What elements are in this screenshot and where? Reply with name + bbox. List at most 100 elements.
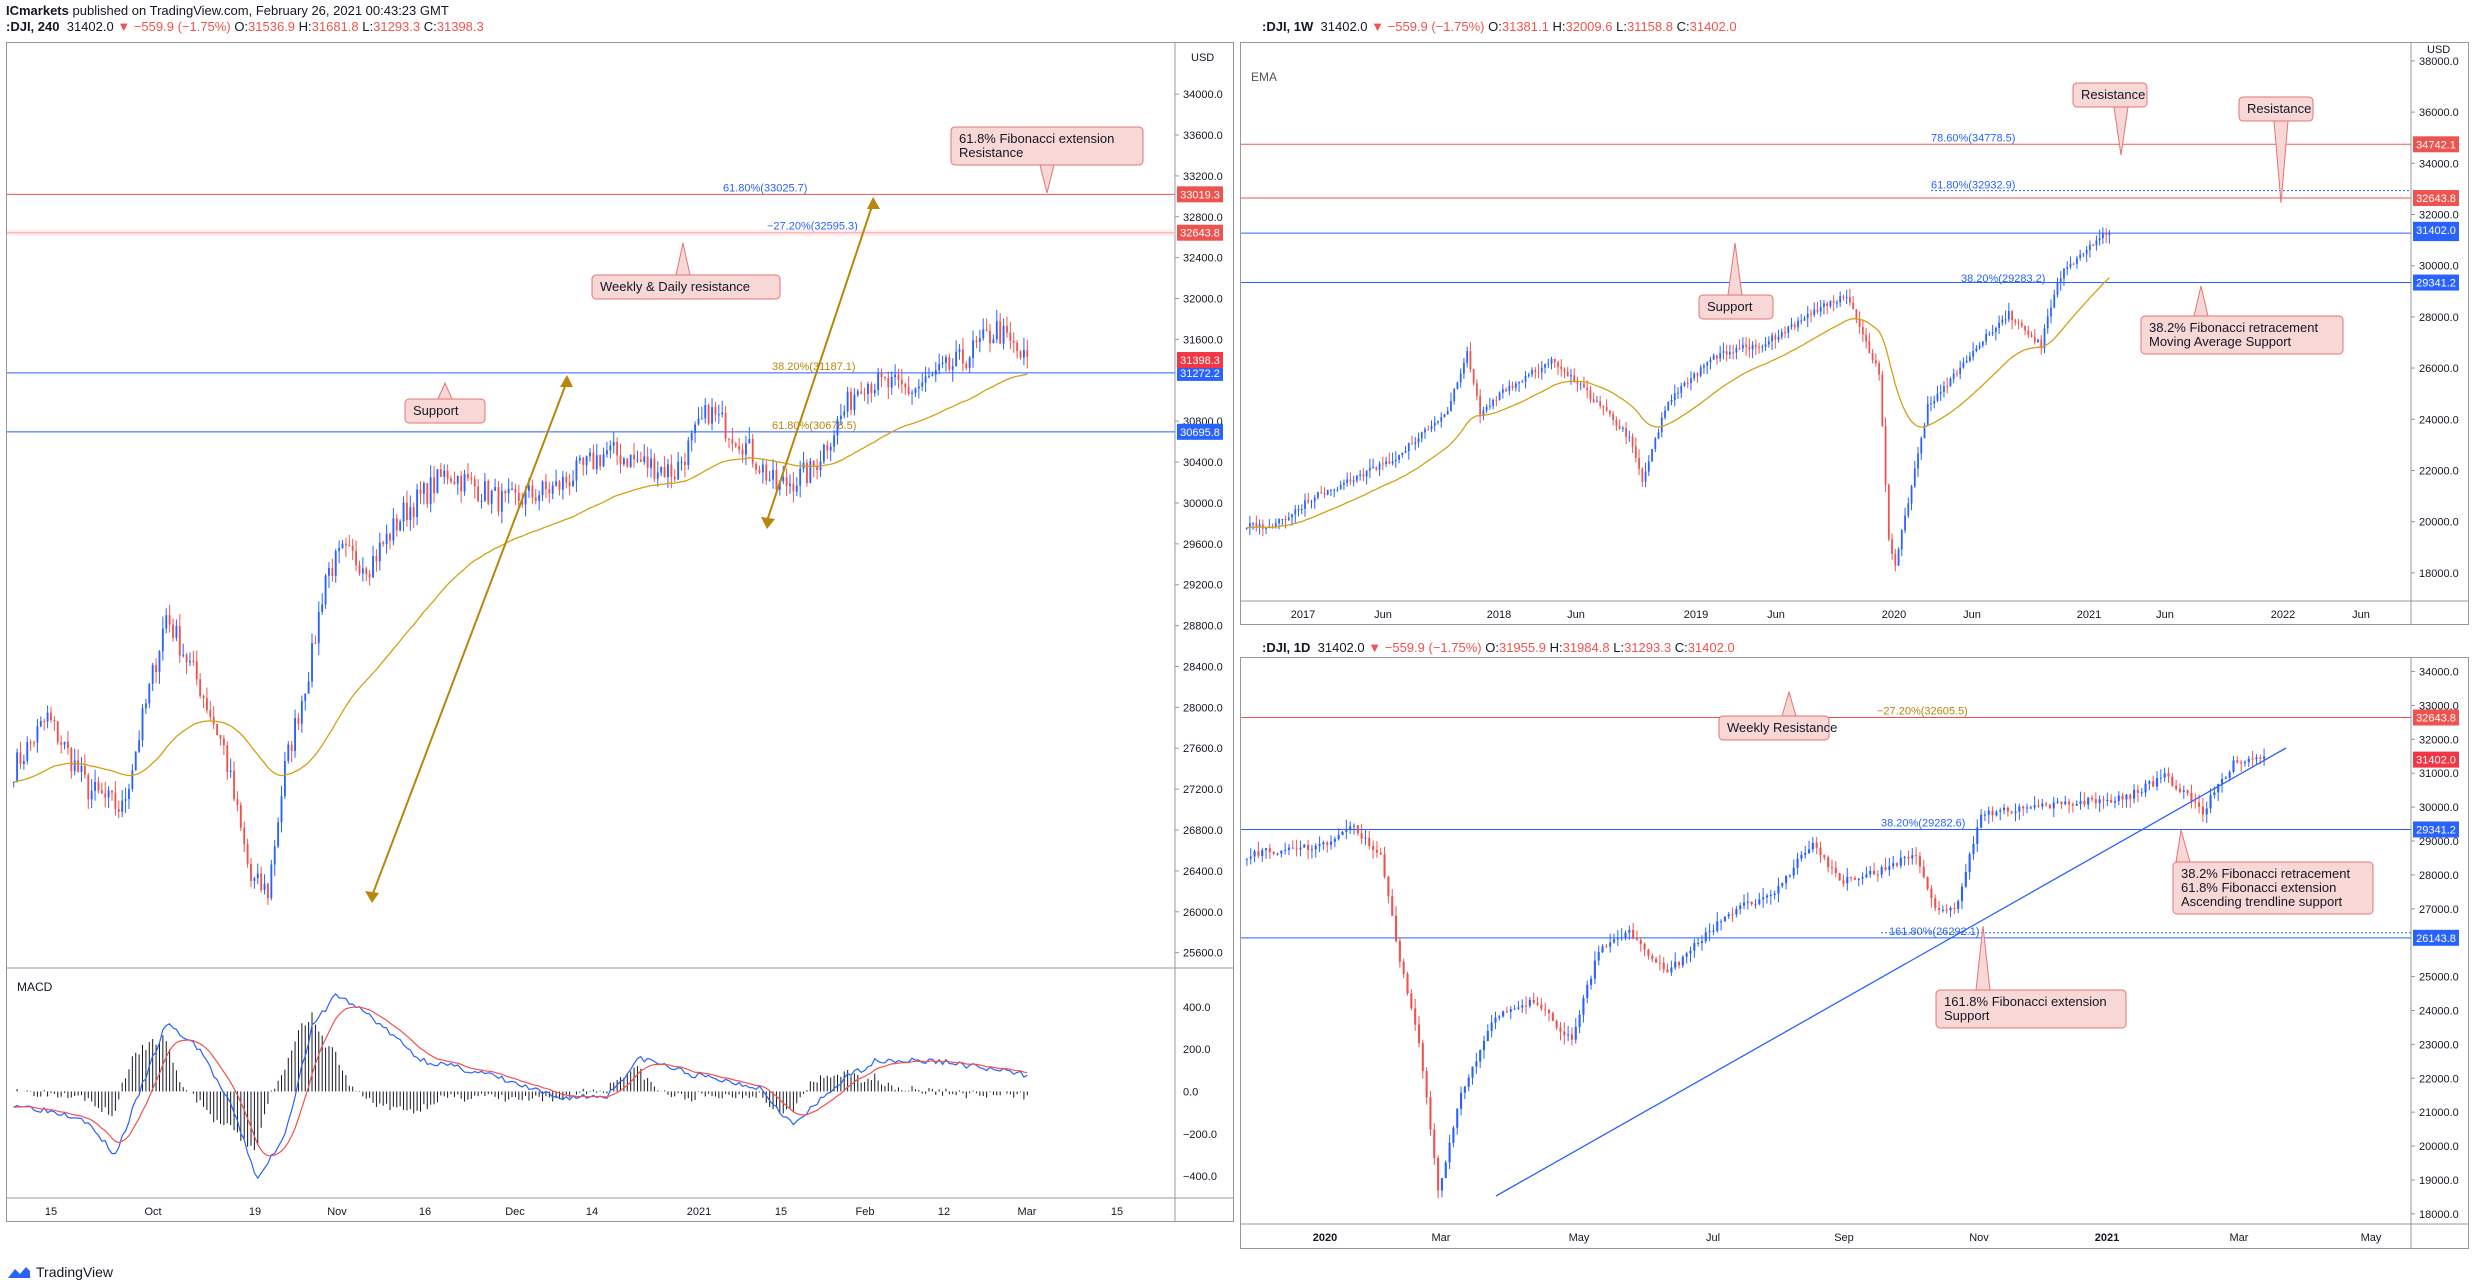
candle-body (246, 844, 249, 865)
candle-body (1537, 372, 1540, 374)
candle-body (1750, 901, 1753, 904)
candle-body (1337, 835, 1340, 840)
chart-panel-1w[interactable]: 18000.0 20000.0 22000.0 24000.0 26000.0 28000… (1240, 42, 2469, 625)
last-price-tag: 31398.3 (1180, 355, 1220, 367)
candle-body (521, 500, 524, 505)
candle-body (1317, 492, 1319, 498)
candle-body (2263, 756, 2266, 759)
candle-body (812, 460, 815, 466)
chart-1w-svg[interactable]: 18000.0 20000.0 22000.0 24000.0 26000.0 28000… (1241, 43, 2469, 625)
legend-high: 31681.8 (311, 19, 359, 34)
candle-body (1777, 336, 1780, 340)
resistance-zone (7, 229, 1175, 236)
candle-body (500, 490, 503, 512)
candle-body (1322, 842, 1325, 845)
candle-body (77, 760, 80, 773)
chart-panel-1d[interactable]: 18000.0 19000.0 20000.0 21000.0 22000.0 23000… (1240, 657, 2469, 1249)
candle-body (683, 461, 686, 466)
candle-body (178, 625, 181, 656)
candle-body (1868, 341, 1871, 353)
candle-body (2117, 795, 2120, 802)
candle-body (46, 712, 49, 722)
tradingview-footer[interactable]: TradingView (6, 1264, 113, 1280)
candle-body (1547, 363, 1550, 365)
candle-body (948, 357, 951, 370)
candle-body (1830, 867, 1834, 869)
chart-4h-svg[interactable]: 25600.0 26000.0 26400.0 26800.0 27200.0 27600… (7, 43, 1234, 1222)
candle-body (1651, 955, 1654, 960)
candle-body (934, 370, 937, 375)
candle-body (650, 458, 652, 468)
candle-body (1861, 326, 1864, 335)
candle-body (1586, 984, 1589, 998)
candle-body (1586, 387, 1589, 391)
candle-body (2171, 776, 2174, 786)
candle-body (107, 790, 110, 798)
candle-body (1336, 489, 1339, 491)
candle-body (1785, 875, 1788, 884)
candle-body (1472, 369, 1475, 384)
candle-body (517, 492, 520, 501)
candle-body (168, 615, 171, 625)
candle-body (870, 383, 873, 394)
candle-body (1398, 455, 1400, 460)
candle-body (1621, 428, 1624, 430)
candle-body (544, 481, 547, 490)
candle-body (1540, 1004, 1543, 1009)
x-tick-label: 2017 (1291, 609, 1315, 621)
candle-body (1991, 810, 1994, 816)
candle-body (941, 362, 944, 364)
candle-body (968, 357, 971, 368)
candle-body (33, 742, 35, 744)
candle-body (104, 793, 107, 798)
candle-body (12, 781, 15, 783)
callout-fib-extension-text: Resistance (959, 145, 1023, 160)
candle-body (1751, 344, 1754, 350)
candle-body (1570, 1034, 1574, 1040)
candle-body (1869, 870, 1872, 875)
candle-body (2079, 801, 2082, 804)
candle-body (1897, 549, 1900, 566)
candle-body (1654, 438, 1657, 449)
callout-fib-trendline-support-text: 61.8% Fibonacci extension (2181, 880, 2336, 895)
candle-body (1009, 332, 1012, 341)
y-tick-label: 33600.0 (1183, 130, 1223, 142)
chart-panel-4h[interactable]: 25600.0 26000.0 26400.0 26800.0 27200.0 27600… (6, 42, 1234, 1222)
candle-body (273, 846, 276, 865)
callout-weekly-resistance-pointer (1781, 690, 1797, 717)
candle-body (151, 665, 154, 684)
candle-body (463, 474, 466, 492)
candle-body (1368, 837, 1371, 846)
candle-body (2082, 253, 2085, 255)
candle-body (1245, 858, 1248, 860)
candle-body (548, 489, 551, 494)
chart-1d-svg[interactable]: 18000.0 19000.0 20000.0 21000.0 22000.0 23000… (1241, 658, 2469, 1249)
candle-body (1964, 872, 1967, 887)
x-tick-label: 14 (586, 1206, 598, 1218)
candle-body (1352, 825, 1356, 827)
candle-body (16, 752, 19, 782)
y-tick-label: 30400.0 (1183, 457, 1223, 469)
candle-body (1476, 383, 1478, 396)
candle-body (1834, 867, 1837, 873)
y-tick-label: 18000.0 (2419, 568, 2459, 580)
candle-body (1463, 362, 1465, 374)
candle-body (1356, 825, 1359, 834)
y-tick-label: 26400.0 (1183, 866, 1223, 878)
candle-body (331, 567, 334, 576)
candle-body (90, 790, 93, 800)
candle-body (1394, 915, 1398, 941)
macd-tick-label: 400.0 (1183, 1002, 1211, 1014)
candle-body (1861, 877, 1864, 879)
y-tick-label: 25000.0 (2419, 972, 2459, 984)
candle-body (1287, 847, 1291, 850)
candle-body (863, 393, 866, 395)
candle-body (1605, 407, 1608, 411)
candle-body (1601, 946, 1604, 953)
candle-body (290, 744, 293, 751)
candle-body (2003, 807, 2006, 811)
candle-body (1930, 403, 1932, 405)
candle-body (280, 796, 283, 823)
candle-body (1635, 938, 1639, 940)
candle-body (1667, 401, 1670, 411)
